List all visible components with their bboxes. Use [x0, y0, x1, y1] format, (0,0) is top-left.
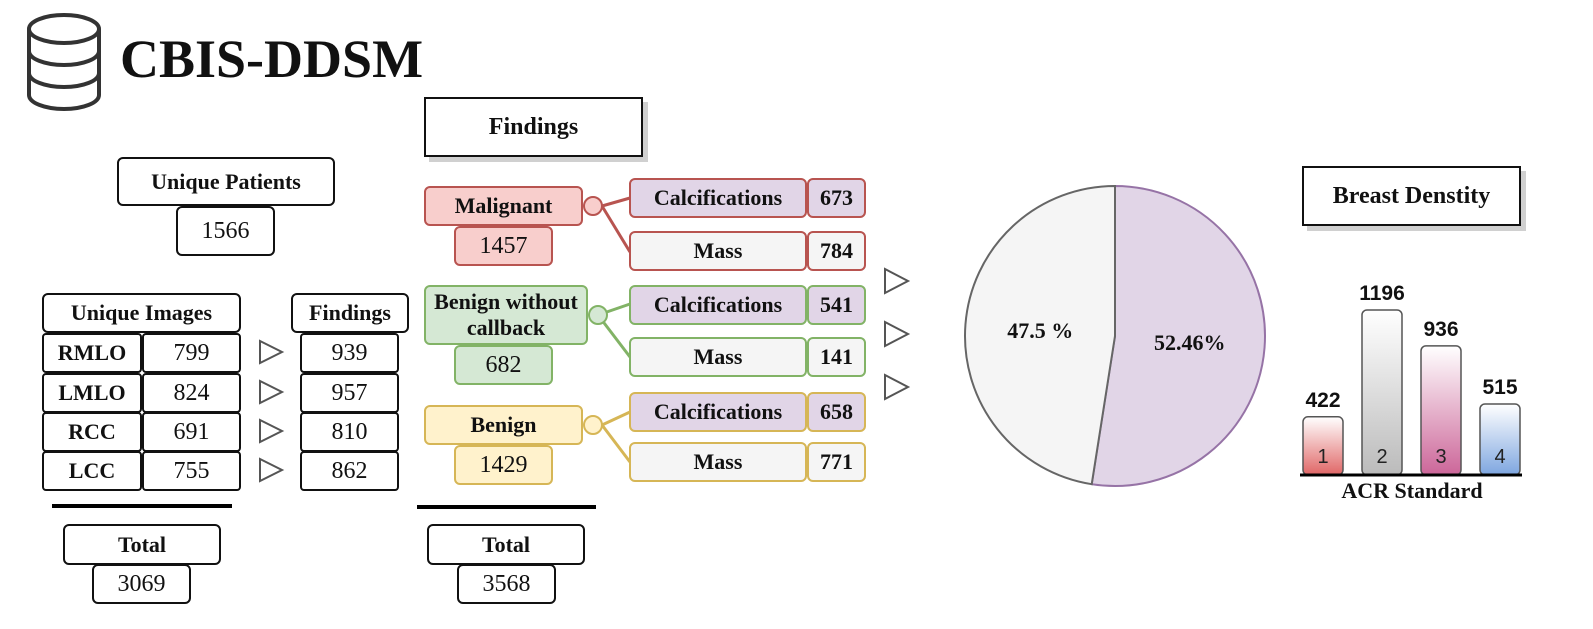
bwc-calc-label: Calcifications [629, 285, 807, 325]
pie-slice-1 [964, 184, 1116, 486]
view-label-rcc: RCC [42, 412, 142, 452]
benign-calc-value: 658 [807, 392, 866, 432]
density-category-4: 4 [1494, 446, 1505, 468]
arrow-bwc-icon [884, 320, 911, 348]
findings-connectors [583, 196, 632, 463]
density-value-1: 422 [1305, 389, 1340, 412]
page-title: CBIS-DDSM [120, 29, 424, 89]
arrow-lmlo-icon [259, 379, 285, 405]
arrow-rmlo-icon [259, 339, 285, 365]
arrow-benign-icon [884, 373, 911, 401]
findings-value-rcc: 810 [300, 412, 399, 452]
view-label-rmlo: RMLO [42, 333, 142, 373]
group-benign-wo-callback-value: 682 [454, 345, 553, 385]
group-benign-label: Benign [424, 405, 583, 445]
view-label-lmlo: LMLO [42, 373, 142, 413]
view-label-lcc: LCC [42, 451, 142, 491]
pie-label-0: 52.46% [1154, 330, 1226, 355]
images-value-lmlo: 824 [142, 373, 241, 413]
left-total-value: 3069 [92, 564, 191, 604]
left-total-rule [52, 504, 232, 508]
findings-value-rmlo: 939 [300, 333, 399, 373]
pie-slice-0 [1090, 184, 1266, 487]
left-total-label: Total [63, 524, 221, 565]
density-header: Breast Denstity [1302, 166, 1521, 226]
findings-total-label: Total [427, 524, 585, 565]
arrow-lcc-icon [259, 457, 285, 483]
group-malignant-value: 1457 [454, 226, 553, 266]
group-malignant-label: Malignant [424, 186, 583, 226]
images-value-rmlo: 799 [142, 333, 241, 373]
group-benign-value: 1429 [454, 445, 553, 485]
findings-total-rule [417, 505, 596, 509]
findings-header: Findings [424, 97, 643, 157]
arrow-rcc-icon [259, 418, 285, 444]
density-xlabel: ACR Standard [1341, 478, 1483, 503]
database-icon [25, 12, 103, 112]
findings-total-value: 3568 [457, 564, 556, 604]
malignant-mass-value: 784 [807, 231, 866, 271]
group-benign-wo-callback-label: Benign without callback [424, 285, 588, 345]
row-arrows [259, 339, 285, 483]
density-category-1: 1 [1317, 446, 1328, 468]
pie-chart: 52.46% 47.5 % [964, 184, 1266, 487]
malignant-calc-value: 673 [807, 178, 866, 218]
benign-calc-label: Calcifications [629, 392, 807, 432]
findings-value-lmlo: 957 [300, 373, 399, 413]
unique-images-header: Unique Images [42, 293, 241, 333]
bwc-calc-value: 541 [807, 285, 866, 325]
pie-label-1: 47.5 % [1007, 318, 1073, 343]
benign-mass-value: 771 [807, 442, 866, 482]
bwc-mass-value: 141 [807, 337, 866, 377]
benign-mass-label: Mass [629, 442, 807, 482]
density-bar-chart: 1 422 2 1196 3 936 4 515 [1300, 282, 1522, 477]
density-value-4: 515 [1482, 376, 1517, 399]
malignant-calc-label: Calcifications [629, 178, 807, 218]
density-value-3: 936 [1423, 318, 1458, 341]
bwc-mass-label: Mass [629, 337, 807, 377]
unique-patients-value: 1566 [176, 206, 275, 256]
arrow-malignant-icon [884, 267, 911, 295]
findings-value-lcc: 862 [300, 451, 399, 491]
findings-column-header: Findings [291, 293, 409, 333]
malignant-mass-label: Mass [629, 231, 807, 271]
pie-arrows [884, 267, 911, 401]
density-value-2: 1196 [1359, 282, 1405, 305]
images-value-rcc: 691 [142, 412, 241, 452]
unique-patients-label: Unique Patients [117, 157, 335, 206]
images-value-lcc: 755 [142, 451, 241, 491]
density-category-3: 3 [1435, 446, 1446, 468]
density-category-2: 2 [1376, 446, 1387, 468]
